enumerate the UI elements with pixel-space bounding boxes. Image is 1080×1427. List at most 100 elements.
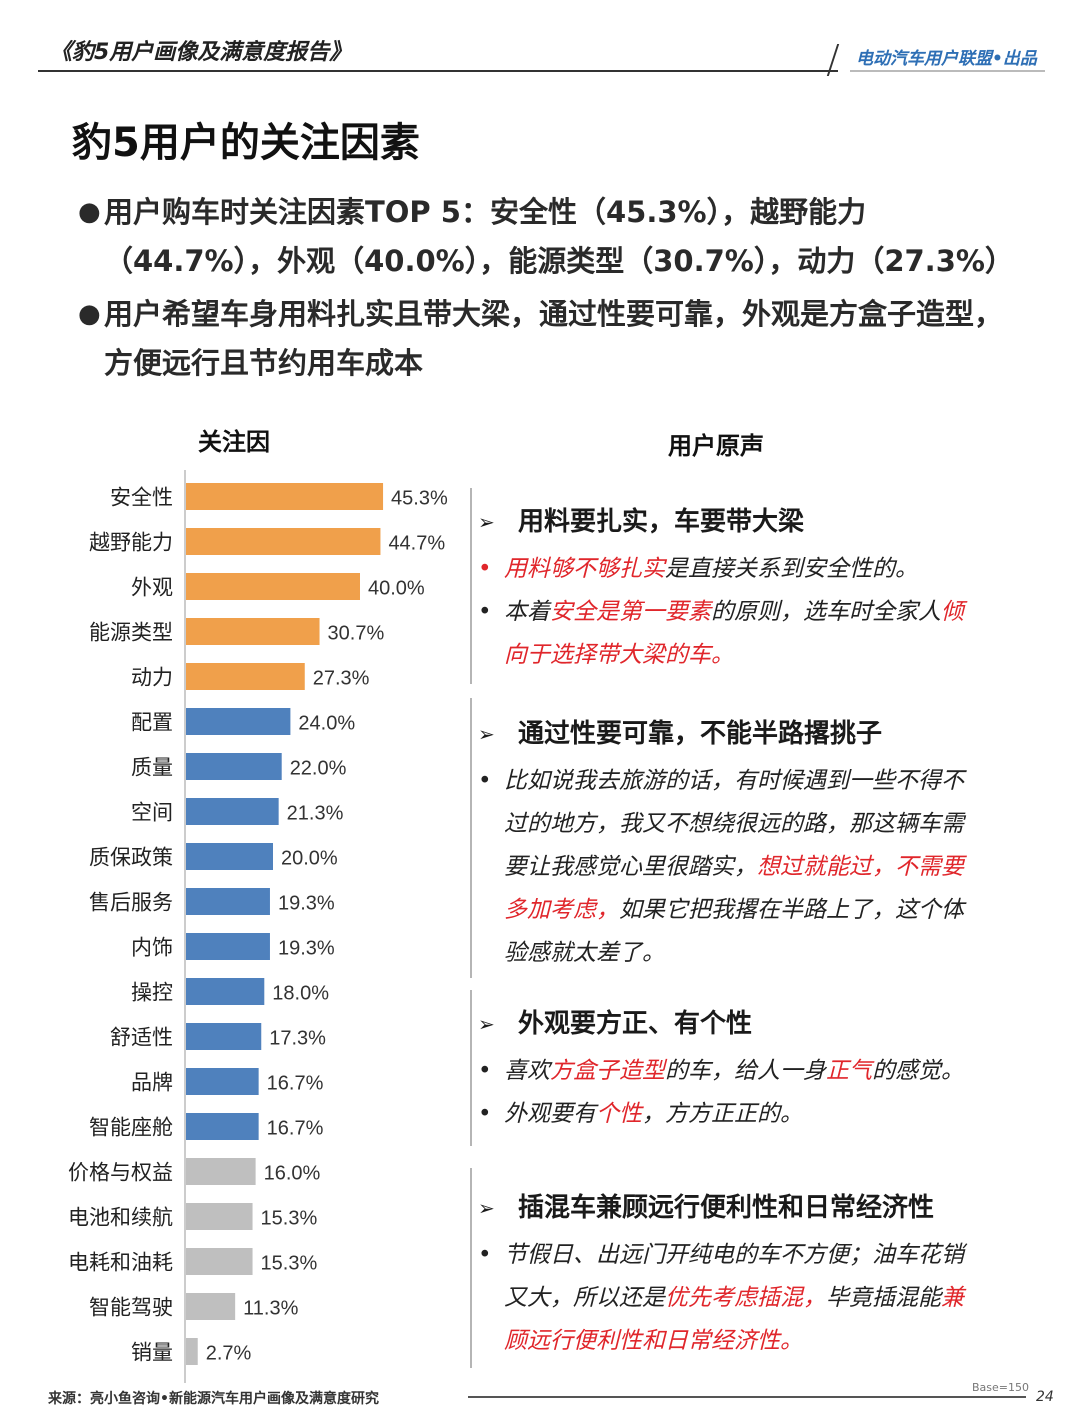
value-label: 11.3%: [243, 1298, 298, 1320]
section-heading: ➢ 通过性要可靠，不能半路撂挑子: [478, 714, 1038, 754]
value-label: 19.3%: [278, 938, 335, 960]
voice-section: ➢ 用料要扎实，车要带大梁 • 用料够不够扎实是直接关系到安全性的。 • 本着安全是第一要…: [478, 502, 1038, 677]
quote-list: • 用料够不够扎实是直接关系到安全性的。 • 本着安全是第一要素的原则，选车时全家人倾…: [478, 548, 1038, 677]
bullet-dot-icon: •: [478, 599, 492, 625]
section-heading: ➢ 外观要方正、有个性: [478, 1004, 1038, 1044]
value-label: 21.3%: [287, 803, 344, 825]
highlight-text: 想过就能过，不需要多加考虑，: [504, 854, 964, 923]
highlight-text: 方盒子造型: [550, 1058, 665, 1084]
quote-item: • 比如说我去旅游的话，有时候遇到一些不得不过的地方，我又不想绕很远的路，那这辆车…: [478, 760, 978, 975]
summary-bullet: ● 用户希望车身用料扎实且带大梁，通过性要可靠，外观是方盒子造型，方便远行且节约用…: [78, 290, 1028, 388]
section-divider: [470, 488, 472, 684]
highlight-text: 倾向于选择带大梁的车。: [504, 599, 964, 668]
arrow-icon: ➢: [478, 722, 495, 746]
plain-text: 用户希望车身用料扎实且带大梁，通过性要可靠，外观是方盒子造型，方便远行且节约用车…: [104, 297, 1004, 380]
highlight-text: 用料够不够扎实: [504, 556, 665, 582]
page-title: 豹5用户的关注因素: [72, 120, 420, 166]
bar-3: [186, 618, 320, 645]
plain-text: 外观要有: [504, 1101, 596, 1127]
category-label: 安全性: [110, 486, 173, 510]
category-label: 质保政策: [89, 846, 173, 870]
value-label: 19.3%: [278, 893, 335, 915]
category-label: 空间: [131, 801, 173, 825]
quote-text: 比如说我去旅游的话，有时候遇到一些不得不过的地方，我又不想绕很远的路，那这辆车需…: [504, 760, 978, 975]
bar-18: [186, 1293, 236, 1320]
source-note: 来源：亮小鱼咨询•新能源汽车用户画像及满意度研究: [48, 1391, 379, 1407]
plain-text: 喜欢: [504, 1058, 550, 1084]
bar-16: [186, 1203, 253, 1230]
highlight-text: 正气: [826, 1058, 872, 1084]
bar-5: [186, 708, 291, 735]
category-label: 动力: [131, 666, 173, 690]
brand-rule: [850, 70, 1045, 72]
bullet-dot-icon: •: [478, 556, 492, 582]
section-divider: [470, 990, 472, 1146]
plain-text: 节假日、出远门开纯电的车不方便；油车花销又大，所以还是: [504, 1242, 964, 1311]
quote-text: 节假日、出远门开纯电的车不方便；油车花销又大，所以还是优先考虑插混，毕竟插混能兼…: [504, 1234, 968, 1363]
voice-title: 用户原声: [668, 432, 764, 460]
value-label: 16.7%: [267, 1073, 324, 1095]
bar-17: [186, 1248, 253, 1275]
plain-text: 用户购车时关注因素TOP 5：安全性（45.3%），越野能力（44.7%），外观…: [104, 195, 1014, 278]
bullet-dot-icon: •: [478, 1101, 492, 1127]
bar-0: [186, 483, 384, 510]
category-label: 内饰: [131, 936, 173, 960]
quote-item: • 用料够不够扎实是直接关系到安全性的。: [478, 548, 998, 591]
value-label: 17.3%: [269, 1028, 326, 1050]
quote-text: 喜欢方盒子造型的车，给人一身正气的感觉。: [504, 1050, 964, 1093]
bar-19: [186, 1338, 198, 1365]
chart-title: 关注因: [198, 428, 270, 456]
value-label: 20.0%: [281, 848, 338, 870]
section-heading: ➢ 插混车兼顾远行便利性和日常经济性: [478, 1188, 1038, 1228]
quote-item: • 节假日、出远门开纯电的车不方便；油车花销又大，所以还是优先考虑插混，毕竟插混能…: [478, 1234, 968, 1363]
quote-list: • 比如说我去旅游的话，有时候遇到一些不得不过的地方，我又不想绕很远的路，那这辆车…: [478, 760, 1038, 975]
category-label: 配置: [131, 711, 173, 735]
plain-text: 的车，给人一身: [665, 1058, 826, 1084]
summary-text: 用户希望车身用料扎实且带大梁，通过性要可靠，外观是方盒子造型，方便远行且节约用车…: [104, 290, 1028, 388]
voice-section: ➢ 插混车兼顾远行便利性和日常经济性 • 节假日、出远门开纯电的车不方便；油车花销又大…: [478, 1188, 1038, 1363]
quote-list: • 喜欢方盒子造型的车，给人一身正气的感觉。 • 外观要有个性，方方正正的。: [478, 1050, 1038, 1136]
value-label: 2.7%: [206, 1343, 252, 1365]
value-label: 45.3%: [391, 488, 448, 510]
quote-text: 本着安全是第一要素的原则，选车时全家人倾向于选择带大梁的车。: [504, 591, 978, 677]
summary-bullets: ● 用户购车时关注因素TOP 5：安全性（45.3%），越野能力（44.7%），外…: [78, 188, 1028, 392]
quote-text: 外观要有个性，方方正正的。: [504, 1093, 803, 1136]
category-label: 售后服务: [89, 891, 173, 915]
value-label: 44.7%: [388, 533, 445, 555]
category-label: 电耗和油耗: [68, 1251, 173, 1275]
category-label: 电池和续航: [68, 1206, 173, 1230]
plain-text: 的原则，选车时全家人: [711, 599, 941, 625]
arrow-icon: ➢: [478, 1012, 495, 1036]
summary-text: 用户购车时关注因素TOP 5：安全性（45.3%），越野能力（44.7%），外观…: [104, 188, 1028, 286]
value-label: 40.0%: [368, 578, 425, 600]
plain-text: 是直接关系到安全性的。: [665, 556, 918, 582]
category-label: 能源类型: [89, 621, 173, 645]
category-label: 品牌: [131, 1071, 173, 1095]
footer-rule: [468, 1396, 1026, 1398]
section-heading-text: 外观要方正、有个性: [518, 1009, 753, 1039]
plain-text: 比如说我去旅游的话，有时候遇到一些不得不过的地方，我又不想绕很远的路，那这辆车需…: [504, 768, 964, 880]
base-note: Base=150: [972, 1381, 1029, 1394]
report-title: 《豹5用户画像及满意度报告》: [50, 40, 352, 65]
category-label: 操控: [131, 981, 173, 1005]
category-label: 外观: [131, 576, 173, 600]
section-heading-text: 用料要扎实，车要带大梁: [518, 507, 805, 537]
bullet-dot-icon: ●: [78, 197, 101, 227]
bar-8: [186, 843, 273, 870]
bar-2: [186, 573, 360, 600]
value-label: 27.3%: [313, 668, 370, 690]
quote-item: • 本着安全是第一要素的原则，选车时全家人倾向于选择带大梁的车。: [478, 591, 978, 677]
value-label: 30.7%: [328, 623, 385, 645]
highlight-text: 个性: [596, 1101, 642, 1127]
quote-text: 用料够不够扎实是直接关系到安全性的。: [504, 548, 918, 591]
value-label: 24.0%: [298, 713, 355, 735]
category-label: 越野能力: [89, 531, 173, 555]
factor-bar-chart: 安全性 45.3% 越野能力 44.7% 外观 40.0% 能源类型 30.7% 动力 27.3%…: [68, 470, 448, 1383]
bar-6: [186, 753, 282, 780]
bar-4: [186, 663, 305, 690]
category-label: 智能座舱: [89, 1116, 173, 1140]
value-label: 18.0%: [272, 983, 329, 1005]
category-label: 销量: [131, 1341, 173, 1365]
voice-section: ➢ 外观要方正、有个性 • 喜欢方盒子造型的车，给人一身正气的感觉。 • 外观要有个性，方…: [478, 1004, 1038, 1136]
plain-text: ，方方正正的。: [642, 1101, 803, 1127]
